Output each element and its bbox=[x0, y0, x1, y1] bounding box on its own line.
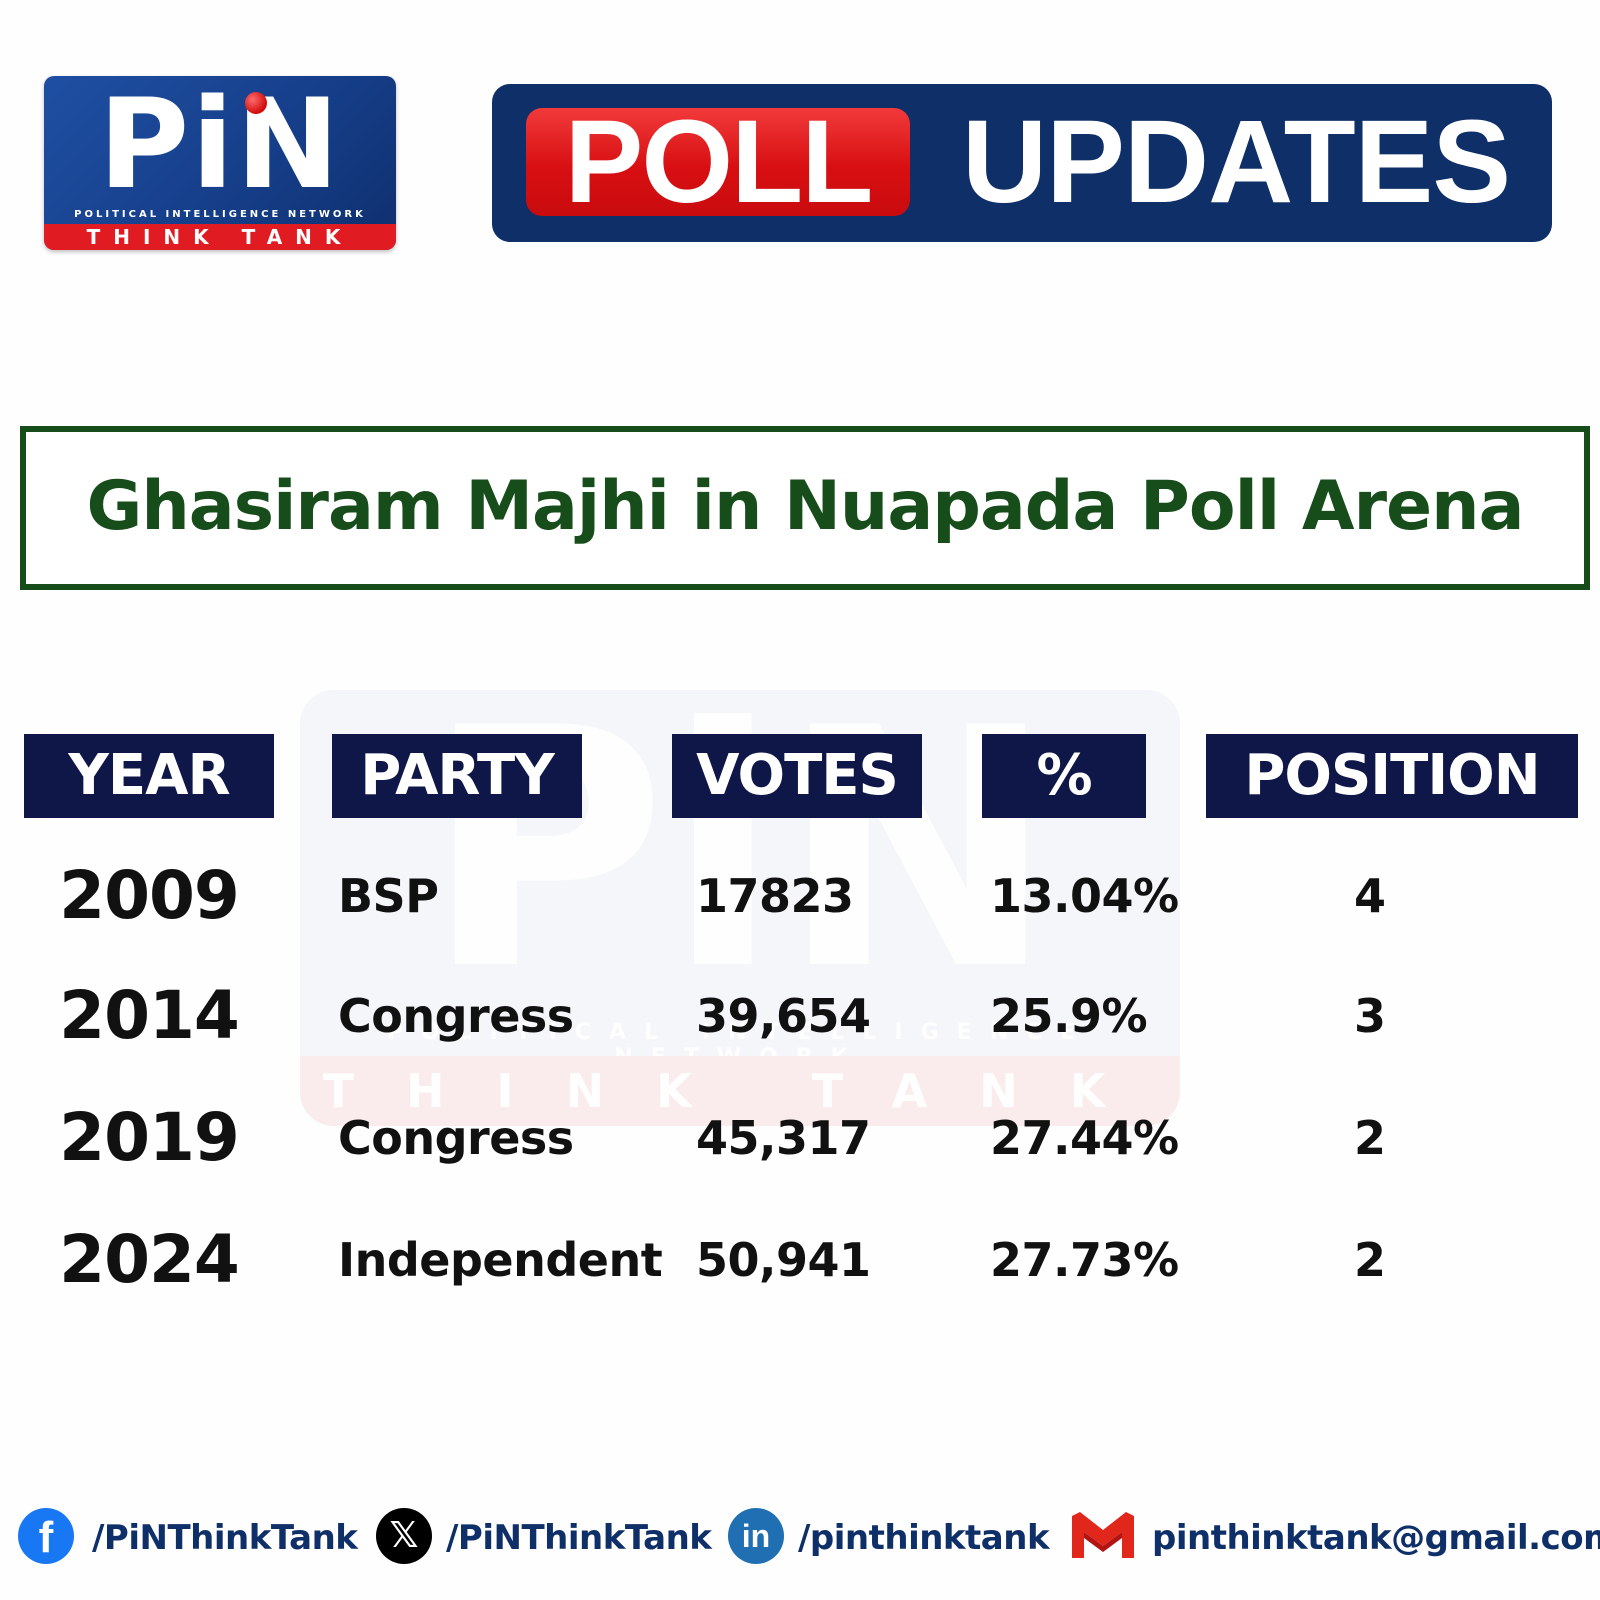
cell-year: 2009 bbox=[59, 857, 240, 934]
cell-percent: 25.9% bbox=[990, 989, 1148, 1043]
cell-party: Congress bbox=[338, 989, 574, 1043]
cell-percent: 27.44% bbox=[990, 1111, 1179, 1165]
poll-pill: POLL bbox=[526, 103, 910, 221]
cell-votes: 39,654 bbox=[696, 989, 871, 1043]
logo-dot-icon bbox=[245, 92, 267, 114]
cell-position: 2 bbox=[1353, 1111, 1386, 1165]
poll-updates-banner: POLL UPDATES bbox=[492, 84, 1552, 242]
cell-votes: 17823 bbox=[696, 869, 854, 923]
gmail-address[interactable]: pinthinktank@gmail.com bbox=[1152, 1518, 1600, 1558]
cell-votes: 50,941 bbox=[696, 1233, 871, 1287]
cell-votes: 45,317 bbox=[696, 1111, 871, 1165]
facebook-icon[interactable]: f bbox=[18, 1508, 74, 1564]
cell-year: 2019 bbox=[59, 1099, 240, 1176]
pin-logo: PiN POLITICAL INTELLIGENCE NETWORK THINK… bbox=[44, 76, 396, 250]
cell-position: 2 bbox=[1353, 1233, 1386, 1287]
cell-percent: 27.73% bbox=[990, 1233, 1179, 1287]
logo-subtitle: POLITICAL INTELLIGENCE NETWORK bbox=[74, 209, 366, 220]
social-footer: f /PiNThinkTank 𝕏 /PiNThinkTank in /pint… bbox=[0, 1508, 1600, 1568]
logo-band: THINK TANK bbox=[44, 224, 396, 250]
header-party: PARTY bbox=[332, 734, 582, 818]
watermark-band: THINK TANK bbox=[300, 1056, 1180, 1126]
linkedin-icon[interactable]: in bbox=[728, 1508, 784, 1564]
header-position: POSITION bbox=[1206, 734, 1578, 818]
gmail-icon[interactable] bbox=[1068, 1508, 1138, 1564]
cell-party: BSP bbox=[338, 869, 439, 923]
facebook-handle[interactable]: /PiNThinkTank bbox=[92, 1518, 358, 1558]
header-percent: % bbox=[982, 734, 1146, 818]
header-year: YEAR bbox=[24, 734, 274, 818]
logo-word: PiN bbox=[98, 76, 342, 217]
title-box: Ghasiram Majhi in Nuapada Poll Arena bbox=[20, 426, 1590, 590]
cell-position: 4 bbox=[1353, 869, 1386, 923]
x-icon[interactable]: 𝕏 bbox=[376, 1508, 432, 1564]
updates-label: UPDATES bbox=[962, 96, 1511, 228]
cell-position: 3 bbox=[1353, 989, 1386, 1043]
page-title: Ghasiram Majhi in Nuapada Poll Arena bbox=[86, 467, 1525, 546]
cell-year: 2014 bbox=[59, 977, 240, 1054]
cell-year: 2024 bbox=[59, 1221, 240, 1298]
cell-party: Independent bbox=[338, 1233, 663, 1287]
cell-percent: 13.04% bbox=[990, 869, 1179, 923]
linkedin-handle[interactable]: /pinthinktank bbox=[798, 1518, 1050, 1558]
header-votes: VOTES bbox=[672, 734, 922, 818]
x-handle[interactable]: /PiNThinkTank bbox=[446, 1518, 712, 1558]
cell-party: Congress bbox=[338, 1111, 574, 1165]
